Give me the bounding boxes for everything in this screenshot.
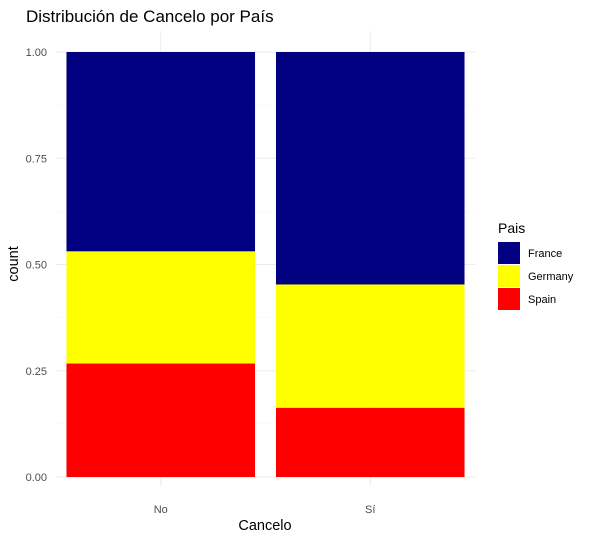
y-tick-label: 0.50 (26, 260, 47, 272)
legend-key-germany (498, 265, 520, 287)
bar-segment-france-1 (66, 52, 256, 252)
legend-key-france (498, 242, 520, 264)
y-tick-label: 1.00 (26, 47, 47, 59)
legend-label-spain: Spain (528, 294, 556, 306)
legend: Pais France Germany Spain (498, 220, 574, 310)
chart-title: Distribución de Cancelo por País (26, 7, 274, 26)
legend-key-spain (498, 288, 520, 310)
legend-label-germany: Germany (528, 271, 574, 283)
bar-segment-spain-1 (66, 363, 256, 477)
x-tick-label: Sí (365, 504, 375, 516)
y-tick-label: 0.25 (26, 366, 47, 378)
bar-segment-spain-2 (275, 407, 465, 477)
bar-segment-france-2 (275, 52, 465, 285)
bars (66, 52, 465, 477)
bar-segment-germany-2 (275, 284, 465, 408)
bar-segment-germany-1 (66, 251, 256, 364)
y-tick-label: 0.75 (26, 153, 47, 165)
y-tick-label: 0.00 (26, 472, 47, 484)
x-axis-title: Cancelo (238, 518, 291, 534)
legend-label-france: France (528, 248, 562, 260)
y-axis-ticks: 0.00 0.25 0.50 0.75 1.00 (26, 47, 47, 484)
x-axis-ticks: No Sí (154, 504, 376, 516)
x-tick-label: No (154, 504, 168, 516)
y-axis-title: count (6, 246, 22, 281)
legend-title: Pais (498, 220, 525, 236)
